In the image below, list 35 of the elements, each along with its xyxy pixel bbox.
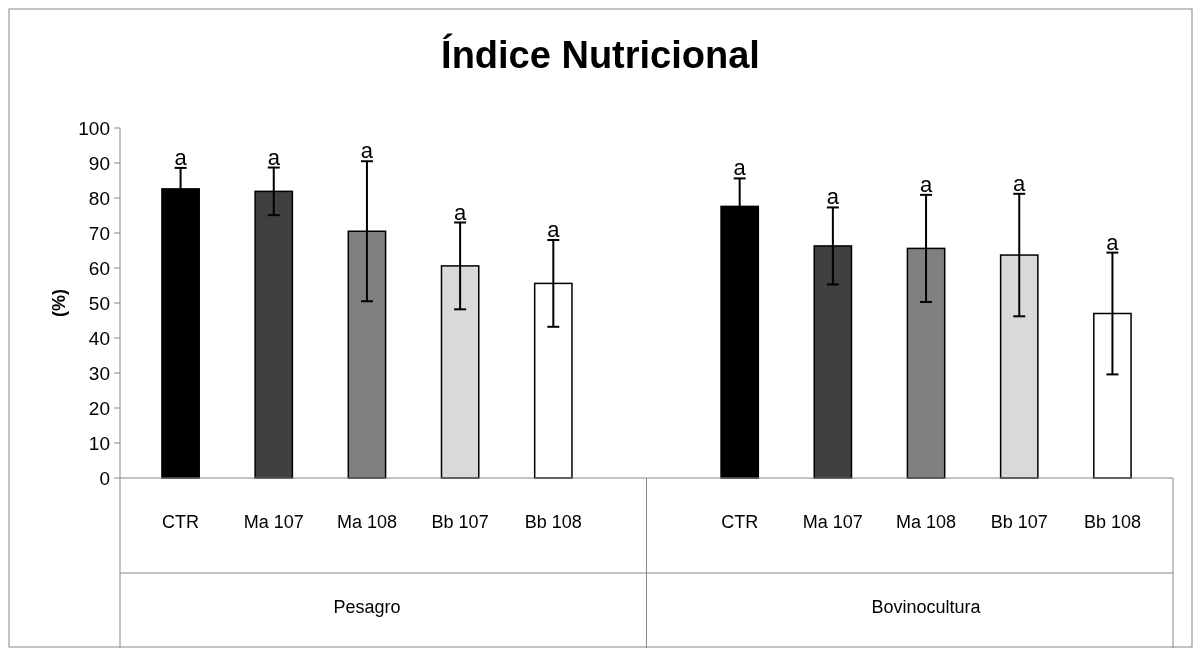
x-tick-label: Bb 108 xyxy=(1083,512,1141,532)
y-tick-label: 40 xyxy=(88,327,110,349)
x-tick-label: Ma 108 xyxy=(896,512,957,532)
y-tick-label: 50 xyxy=(88,292,110,314)
y-tick-label: 100 xyxy=(78,117,110,139)
y-tick-label: 80 xyxy=(88,187,110,209)
data-label: a xyxy=(454,199,467,225)
y-tick-label: 0 xyxy=(99,467,110,489)
data-label: a xyxy=(174,144,188,170)
text: Bovinocultura xyxy=(871,597,982,617)
x-tick-label: CTR xyxy=(162,512,200,532)
y-tick-label: 70 xyxy=(88,222,110,244)
x-tick-label: Ma 108 xyxy=(336,512,397,532)
data-label: a xyxy=(826,184,840,210)
x-tick-label: Bb 107 xyxy=(431,512,489,532)
x-tick-label: Ma 107 xyxy=(802,512,863,532)
data-label: a xyxy=(919,171,933,197)
chart-title: Índice Nutricional xyxy=(441,33,760,76)
data-label: a xyxy=(547,217,561,242)
x-tick-label: CTR xyxy=(721,512,759,532)
y-tick-label: 30 xyxy=(88,362,110,384)
y-axis-title: (%) xyxy=(49,289,69,317)
data-label: a xyxy=(733,155,747,181)
x-tick-label: Bb 108 xyxy=(524,512,582,532)
data-label: a xyxy=(360,138,374,164)
y-tick-label: 10 xyxy=(88,432,110,454)
x-tick-label: Bb 107 xyxy=(990,512,1048,532)
y-tick-label: 60 xyxy=(88,257,110,279)
data-label: a xyxy=(267,144,281,170)
y-tick-label: 90 xyxy=(88,152,110,174)
data-label: a xyxy=(1013,170,1027,196)
x-tick-label: Ma 107 xyxy=(243,512,304,532)
text: Pesagro xyxy=(333,597,401,617)
y-tick-label: 20 xyxy=(88,397,110,419)
data-label: a xyxy=(1106,229,1120,255)
